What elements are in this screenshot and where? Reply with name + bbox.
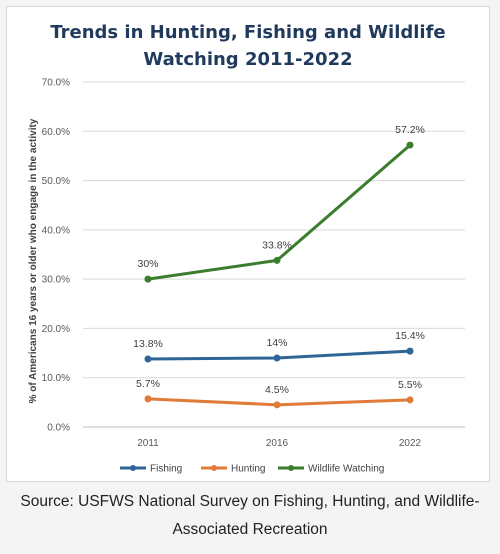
chart-card: Trends in Hunting, Fishing and Wildlife … (6, 6, 490, 482)
fishing-data-label: 14% (266, 337, 287, 349)
x-tick-label: 2011 (137, 438, 159, 449)
y-tick-label: 60.0% (42, 127, 70, 138)
fishing-point (273, 354, 281, 362)
wildlife-watching-data-label: 33.8% (262, 239, 292, 251)
legend: Fishing Hunting Wildlife Watching (120, 464, 384, 475)
fishing-point (406, 347, 414, 355)
hunting-point (144, 395, 152, 403)
x-tick-label: 2022 (399, 438, 422, 449)
y-axis-ticks: 0.0% 10.0% 20.0% 30.0% 40.0% 50.0% 60.0% 70.0% (42, 78, 70, 434)
legend-marker-fishing (130, 465, 136, 471)
legend-marker-hunting (211, 465, 217, 471)
y-tick-label: 40.0% (42, 225, 70, 236)
hunting-data-label: 4.5% (265, 384, 289, 396)
y-tick-label: 30.0% (42, 275, 70, 286)
y-axis-title: % of Americans 16 years or older who eng… (28, 118, 39, 403)
chart-title-line-1: Trends in Hunting, Fishing and Wildlife (50, 22, 445, 43)
line-chart: Trends in Hunting, Fishing and Wildlife … (28, 22, 465, 475)
y-tick-label: 50.0% (42, 176, 70, 187)
fishing-point (144, 355, 152, 363)
x-tick-label: 2016 (266, 438, 289, 449)
wildlife-watching-data-label: 57.2% (395, 124, 425, 136)
hunting-point (406, 396, 414, 404)
series-group: 13.8% 14% 15.4% 5.7% 4.5% 5.5% 30% 33.8% 57.2% (133, 124, 425, 409)
chart-title-line-2: Watching 2011-2022 (143, 49, 352, 70)
fishing-data-label: 15.4% (395, 330, 425, 342)
y-tick-label: 70.0% (42, 78, 70, 89)
hunting-data-label: 5.7% (136, 378, 160, 390)
legend-label-fishing: Fishing (150, 464, 182, 475)
x-axis-ticks: 2011 2016 2022 (137, 438, 421, 449)
y-tick-label: 0.0% (47, 423, 70, 434)
hunting-data-label: 5.5% (398, 379, 422, 391)
legend-label-wildlife-watching: Wildlife Watching (308, 464, 384, 475)
wildlife-watching-point (406, 141, 414, 149)
y-tick-label: 20.0% (42, 324, 70, 335)
legend-label-hunting: Hunting (231, 464, 265, 475)
wildlife-watching-data-label: 30% (137, 258, 158, 270)
y-tick-label: 10.0% (42, 373, 70, 384)
wildlife-watching-point (273, 256, 281, 264)
caption-line-2: Associated Recreation (172, 521, 328, 538)
legend-marker-wildlife-watching (288, 465, 294, 471)
source-caption: Source: USFWS National Survey on Fishing… (0, 488, 500, 544)
wildlife-watching-point (144, 275, 152, 283)
fishing-data-label: 13.8% (133, 338, 163, 350)
hunting-point (273, 401, 281, 409)
caption-line-1: Source: USFWS National Survey on Fishing… (20, 493, 480, 510)
